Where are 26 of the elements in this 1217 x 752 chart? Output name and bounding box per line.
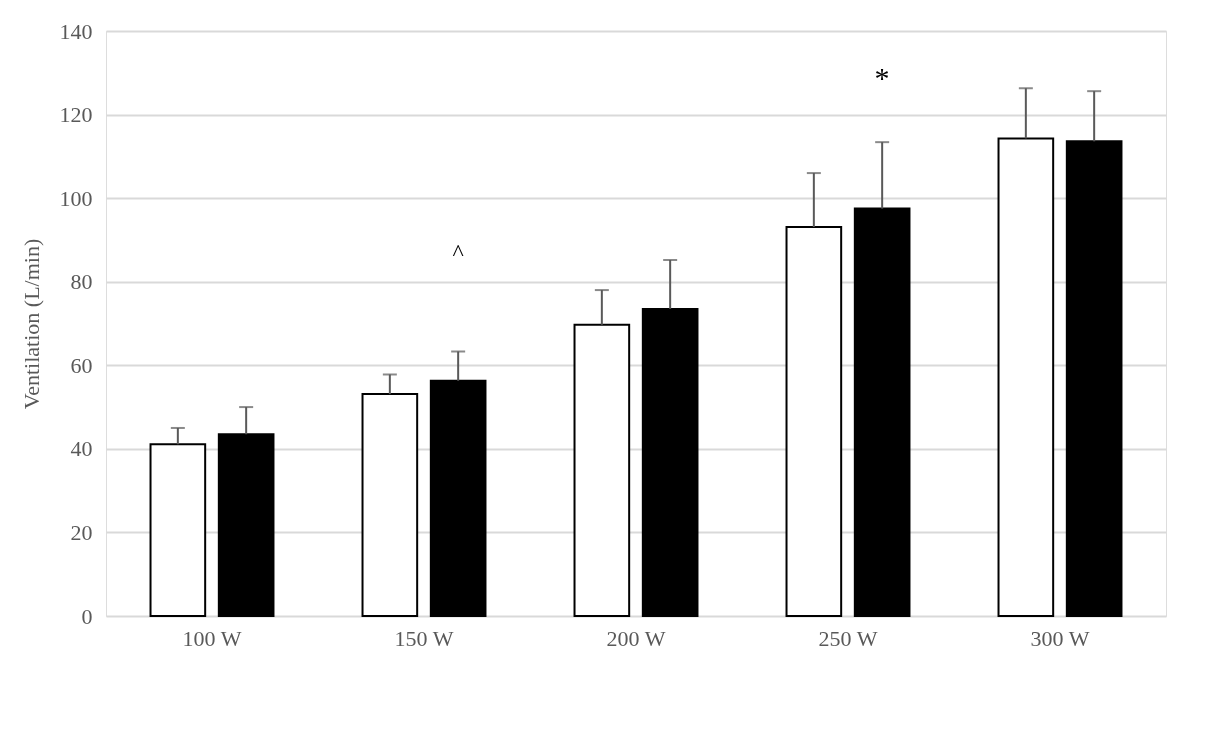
bar — [217, 433, 275, 617]
bar — [429, 379, 487, 617]
bar — [573, 323, 631, 617]
y-tick-label: 0 — [81, 603, 93, 629]
annotation: * — [874, 61, 890, 94]
y-tick-label: 120 — [59, 102, 93, 128]
y-tick-label: 60 — [70, 352, 93, 378]
bar — [853, 207, 911, 617]
y-axis-title: Ventilation (L/min) — [18, 238, 44, 410]
annotation: ^ — [452, 239, 464, 265]
bar — [641, 307, 699, 617]
y-tick-label: 140 — [59, 18, 93, 44]
x-tick-label: 200 W — [606, 625, 666, 651]
x-tick-label: 250 W — [818, 625, 878, 651]
x-tick-label: 300 W — [1030, 625, 1090, 651]
bar — [361, 393, 419, 617]
y-tick-label: 20 — [70, 519, 93, 545]
x-tick-label: 100 W — [182, 625, 242, 651]
bar — [997, 137, 1055, 617]
y-tick-label: 40 — [70, 436, 93, 462]
y-tick-label: 100 — [59, 185, 93, 211]
x-tick-label: 150 W — [394, 625, 454, 651]
bar — [1065, 140, 1123, 617]
y-tick-label: 80 — [70, 269, 93, 295]
bar — [149, 443, 207, 617]
bar — [785, 225, 843, 617]
